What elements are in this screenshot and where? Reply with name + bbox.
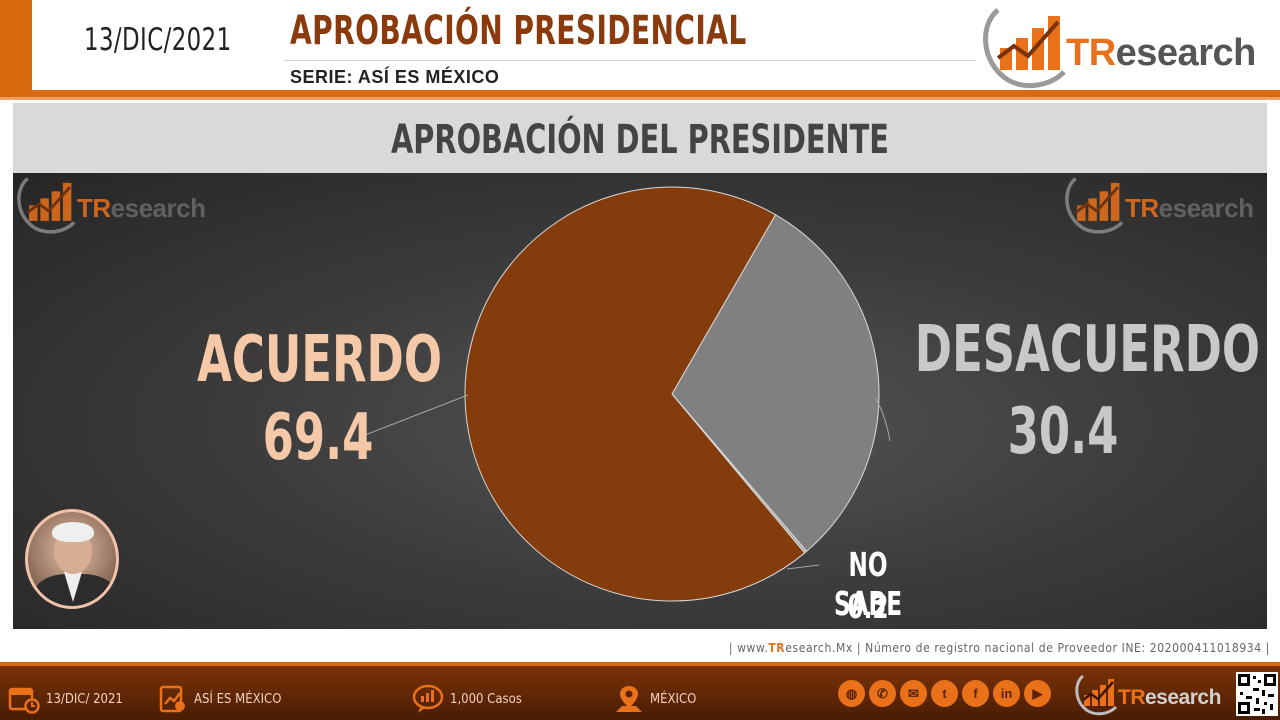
youtube-icon[interactable]: ▶ bbox=[1024, 680, 1051, 707]
page-title: APROBACIÓN PRESIDENCIAL bbox=[290, 8, 747, 54]
slice-label-desacuerdo: DESACUERDO bbox=[914, 313, 1261, 387]
source-link-rest[interactable]: esearch.Mx bbox=[785, 641, 853, 655]
slice-label-acuerdo: ACUERDO bbox=[197, 323, 443, 397]
email-icon[interactable]: ✉ bbox=[900, 680, 927, 707]
bar-chart-arrow-icon bbox=[17, 177, 76, 234]
twitter-icon[interactable]: t bbox=[931, 680, 958, 707]
footer-wordmark: TResearch bbox=[1118, 686, 1221, 709]
phone-icon[interactable]: ✆ bbox=[869, 680, 896, 707]
footer-logo: TResearch bbox=[1072, 672, 1221, 716]
leader-line-no-sabe bbox=[786, 564, 820, 570]
footer-country: MÉXICO bbox=[614, 684, 696, 714]
globe-icon[interactable]: ◍ bbox=[838, 680, 865, 707]
qr-code-icon bbox=[1238, 674, 1276, 714]
bar-chart-arrow-icon bbox=[1075, 674, 1118, 716]
chart-bubble-icon bbox=[412, 684, 444, 714]
brand-wordmark: TResearch bbox=[1066, 31, 1256, 74]
header-divider bbox=[0, 90, 1280, 97]
map-pin-icon bbox=[614, 684, 644, 714]
chart-title-bar: APROBACIÓN DEL PRESIDENTE bbox=[13, 103, 1267, 173]
brand-logo: TResearch bbox=[978, 2, 1256, 90]
watermark-logo-left: TResearch bbox=[13, 173, 206, 235]
page-subtitle: SERIE: ASÍ ES MÉXICO bbox=[290, 67, 500, 87]
pie-slice-desacuerdo bbox=[671, 214, 880, 552]
footer-divider bbox=[0, 662, 1280, 666]
president-avatar bbox=[25, 509, 119, 609]
bar-chart-arrow-icon bbox=[1065, 177, 1124, 234]
footer-cases: 1,000 Casos bbox=[412, 684, 522, 714]
calendar-clock-icon bbox=[8, 684, 40, 714]
header-divider-light bbox=[0, 97, 1280, 100]
linkedin-icon[interactable]: in bbox=[993, 680, 1020, 707]
pie-chart bbox=[364, 186, 891, 602]
social-links: ◍ ✆ ✉ t f in ▶ bbox=[838, 680, 1051, 707]
leader-line-acuerdo bbox=[364, 394, 469, 436]
chart-title: APROBACIÓN DEL PRESIDENTE bbox=[391, 117, 889, 163]
qr-code[interactable] bbox=[1236, 672, 1278, 716]
facebook-icon[interactable]: f bbox=[962, 680, 989, 707]
footer-date: 13/DIC/ 2021 bbox=[8, 684, 123, 714]
watermark-wordmark: TResearch bbox=[1125, 192, 1254, 223]
slice-value-desacuerdo: 30.4 bbox=[1007, 395, 1119, 469]
slice-value-acuerdo: 69.4 bbox=[262, 401, 374, 475]
bar-chart-arrow-icon bbox=[983, 8, 1066, 88]
source-link[interactable]: TR bbox=[768, 641, 786, 655]
title-divider bbox=[284, 60, 976, 61]
source-note: | www.TResearch.Mx | Número de registro … bbox=[728, 641, 1270, 655]
footer-bar: 13/DIC/ 2021 ASÍ ES MÉXICO 1,000 Casos bbox=[0, 666, 1280, 720]
slice-label-no-sabe: NO SABE bbox=[833, 545, 903, 623]
leader-line-desacuerdo bbox=[874, 397, 891, 442]
watermark-wordmark: TResearch bbox=[77, 192, 206, 223]
header-accent-bar bbox=[0, 0, 32, 97]
report-chart-icon bbox=[158, 684, 188, 714]
header-date: 13/DIC/2021 bbox=[84, 22, 232, 58]
slice-value-no-sabe: 0.2 bbox=[847, 587, 889, 626]
footer-series: ASÍ ES MÉXICO bbox=[158, 684, 281, 714]
chart-panel: TResearch TResearch ACUERDO 69.4 DESACUE… bbox=[13, 173, 1267, 629]
pie-slice-acuerdo bbox=[464, 186, 806, 602]
watermark-logo-right: TResearch bbox=[1061, 173, 1254, 235]
